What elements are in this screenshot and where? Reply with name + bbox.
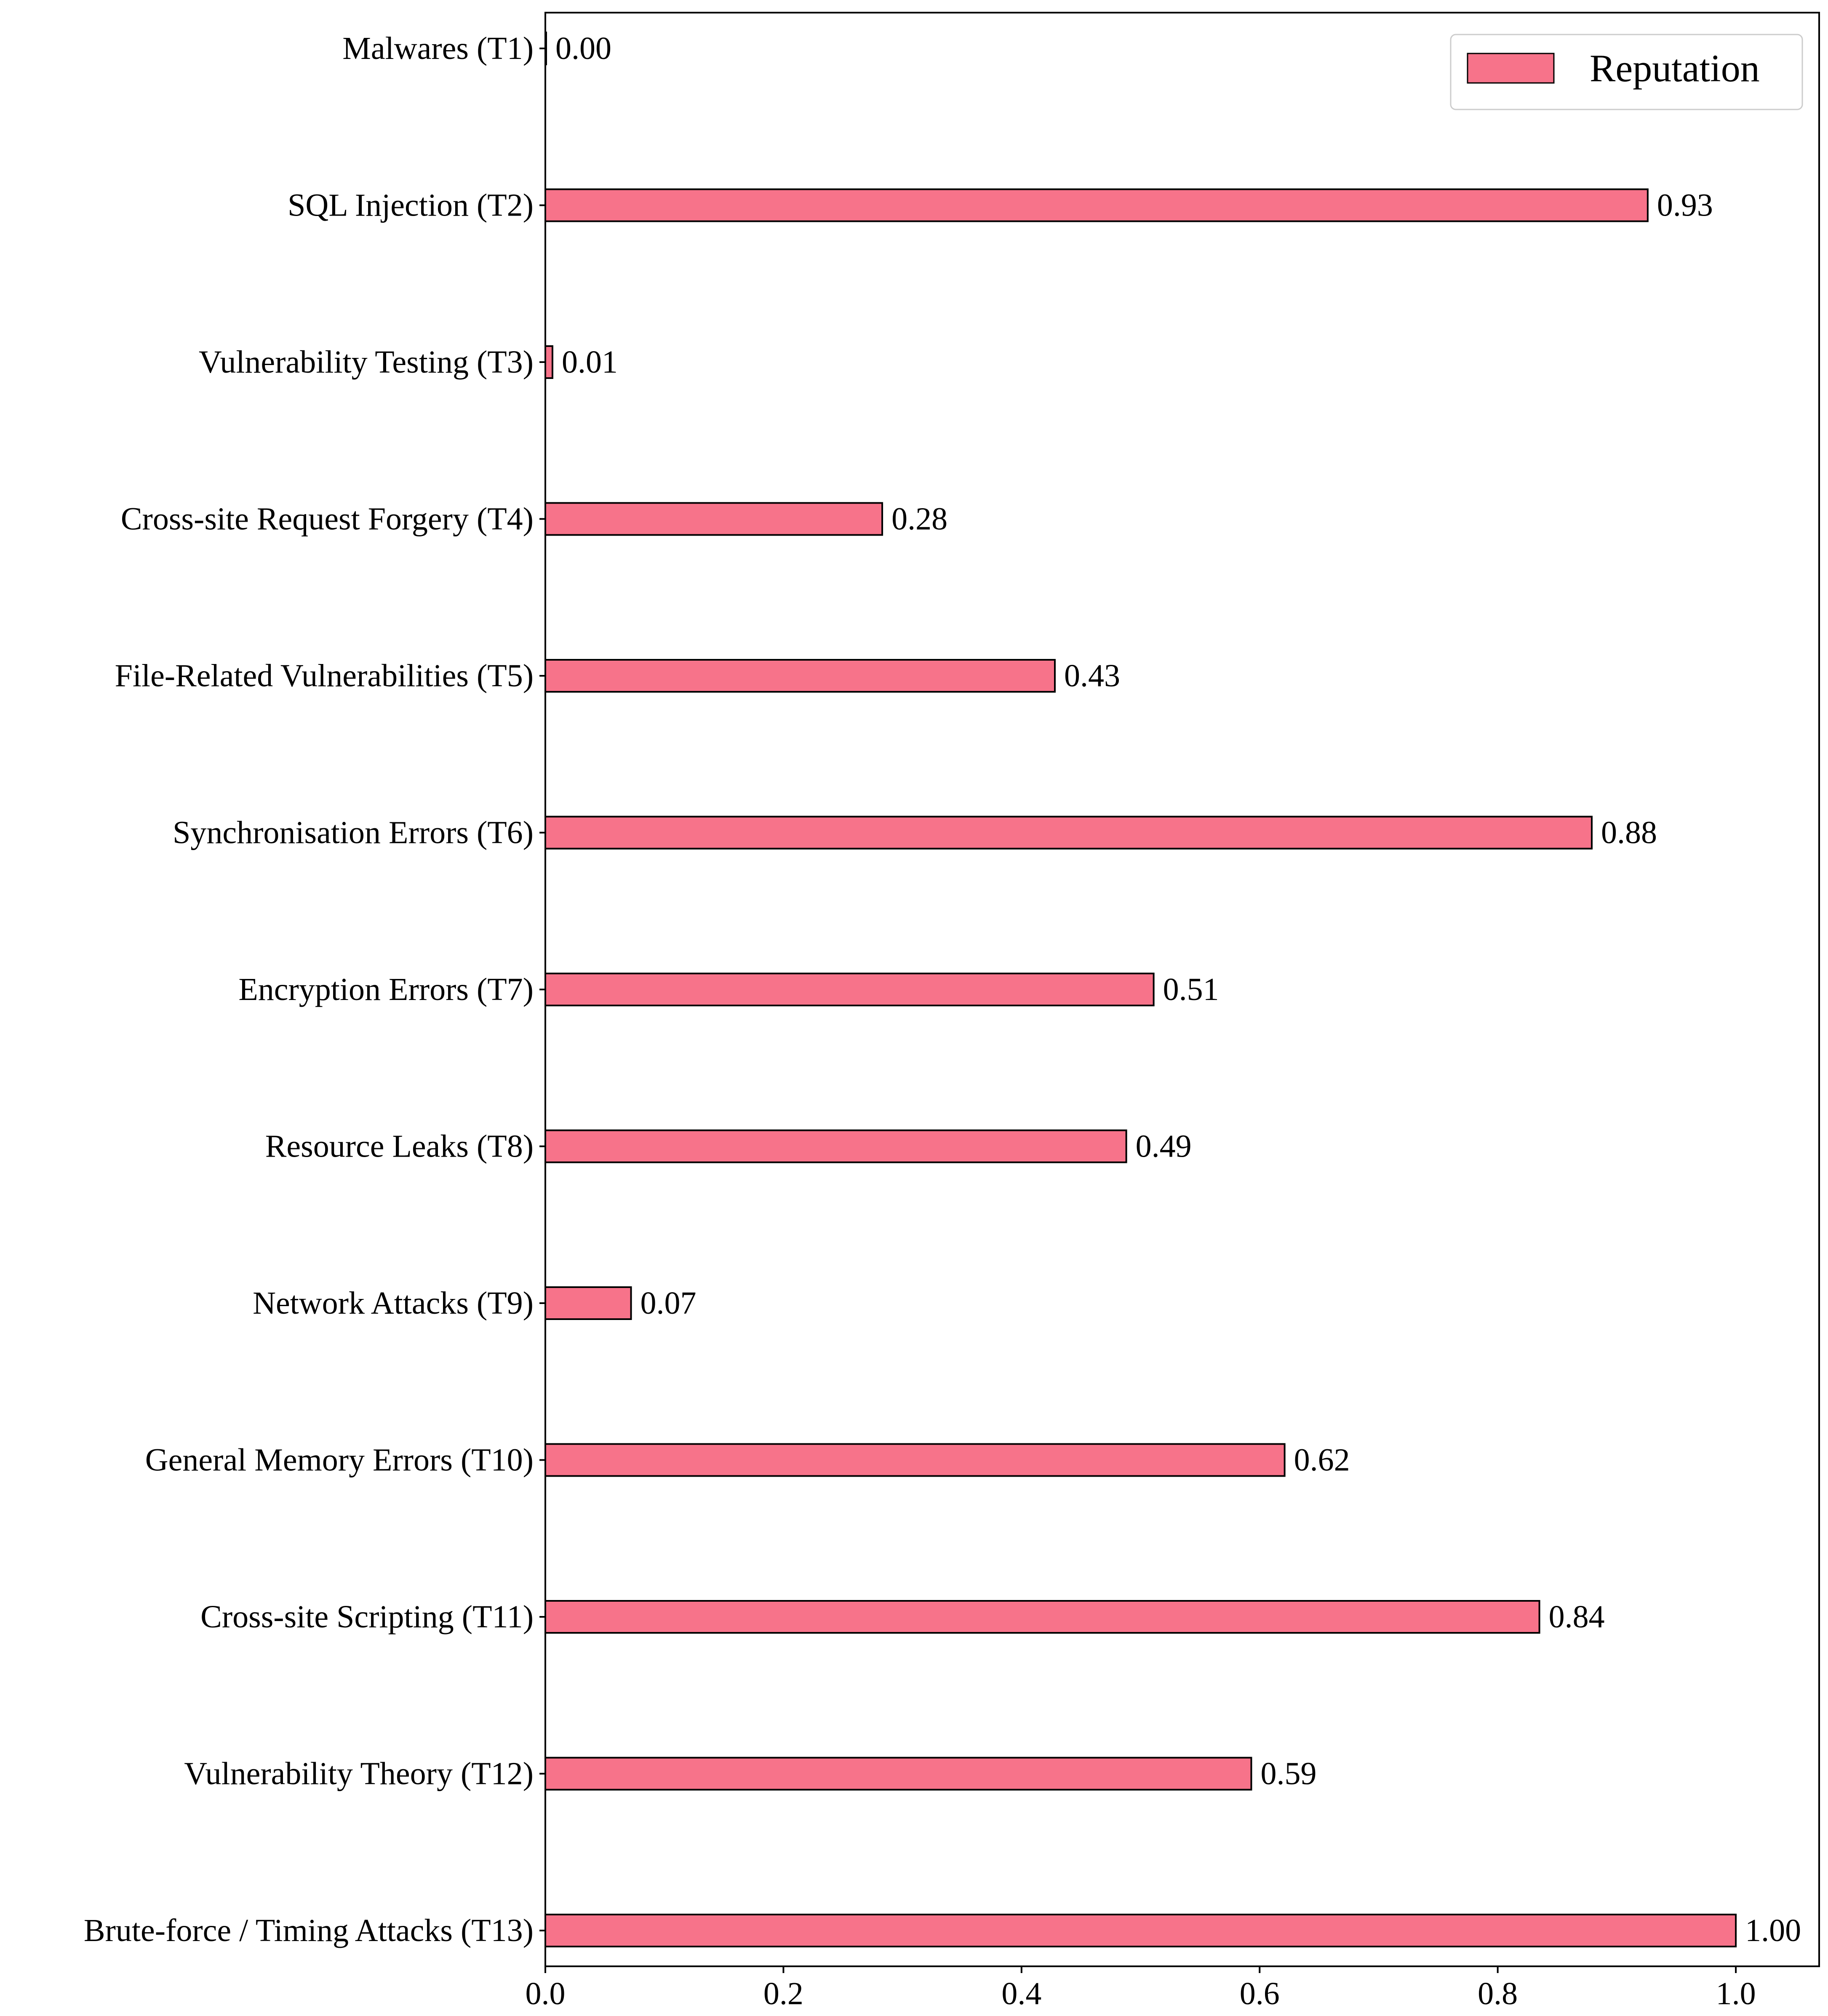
category-label-6: Synchronisation Errors (T6) bbox=[173, 815, 534, 851]
data-label-5: 0.43 bbox=[1064, 658, 1120, 693]
bar-11 bbox=[544, 1600, 1540, 1634]
category-label-2: SQL Injection (T2) bbox=[288, 188, 534, 223]
data-label-13: 1.00 bbox=[1745, 1913, 1801, 1948]
category-label-11: Cross-site Scripting (T11) bbox=[200, 1599, 534, 1635]
category-label-10: General Memory Errors (T10) bbox=[145, 1443, 534, 1478]
plot-frame bbox=[544, 12, 1820, 1967]
data-label-12: 0.59 bbox=[1260, 1756, 1316, 1792]
category-label-9: Network Attacks (T9) bbox=[253, 1285, 534, 1321]
data-label-8: 0.49 bbox=[1136, 1129, 1192, 1164]
data-label-11: 0.84 bbox=[1549, 1599, 1605, 1635]
x-tick-label-4: 0.8 bbox=[1478, 1976, 1518, 2011]
category-labels: Malwares (T1) SQL Injection (T2) Vulnerabi… bbox=[84, 31, 545, 1948]
legend-label-reputation: Reputation bbox=[1590, 47, 1760, 90]
category-label-5: File-Related Vulnerabilities (T5) bbox=[115, 658, 534, 693]
bar-3 bbox=[544, 345, 553, 379]
category-label-8: Resource Leaks (T8) bbox=[265, 1129, 534, 1164]
category-label-7: Encryption Errors (T7) bbox=[238, 972, 534, 1007]
bar-7 bbox=[544, 973, 1155, 1006]
data-label-1: 0.00 bbox=[555, 31, 611, 66]
x-tick-label-0: 0.0 bbox=[526, 1976, 566, 2011]
bar-12 bbox=[544, 1757, 1252, 1791]
bar-10 bbox=[544, 1443, 1286, 1477]
x-tick-label-5: 1.0 bbox=[1716, 1976, 1756, 2011]
bar-8 bbox=[544, 1129, 1127, 1163]
category-label-3: Vulnerability Testing (T3) bbox=[199, 344, 534, 380]
category-label-1: Malwares (T1) bbox=[342, 31, 534, 66]
bar-9 bbox=[544, 1286, 632, 1320]
bar-4 bbox=[544, 502, 883, 536]
bar-5 bbox=[544, 659, 1056, 693]
data-label-6: 0.88 bbox=[1601, 815, 1657, 851]
legend-swatch-reputation bbox=[1467, 53, 1555, 84]
x-tick-label-3: 0.6 bbox=[1240, 1976, 1280, 2011]
category-label-13: Brute-force / Timing Attacks (T13) bbox=[84, 1913, 534, 1948]
legend: Reputation bbox=[1450, 34, 1803, 110]
data-label-9: 0.07 bbox=[640, 1285, 697, 1321]
data-label-3: 0.01 bbox=[562, 344, 618, 380]
x-tick-label-1: 0.2 bbox=[763, 1976, 803, 2011]
data-label-4: 0.28 bbox=[891, 501, 947, 537]
bar-2 bbox=[544, 188, 1649, 222]
data-labels: 0.00 0.93 0.01 0.28 0.43 0.88 0.51 0.49 0.07 0.62… bbox=[555, 31, 1801, 1948]
data-label-7: 0.51 bbox=[1163, 972, 1219, 1007]
bar-6 bbox=[544, 816, 1593, 850]
category-label-12: Vulnerability Theory (T12) bbox=[184, 1756, 534, 1792]
category-label-4: Cross-site Request Forgery (T4) bbox=[121, 501, 534, 537]
bar-13 bbox=[544, 1914, 1737, 1947]
x-axis-ticks: 0.0 0.2 0.4 0.6 0.8 1.0 bbox=[526, 1966, 1756, 2011]
bars-layer bbox=[544, 32, 1737, 1947]
x-tick-label-2: 0.4 bbox=[1001, 1976, 1041, 2011]
data-label-2: 0.93 bbox=[1657, 188, 1713, 223]
data-label-10: 0.62 bbox=[1294, 1443, 1350, 1478]
